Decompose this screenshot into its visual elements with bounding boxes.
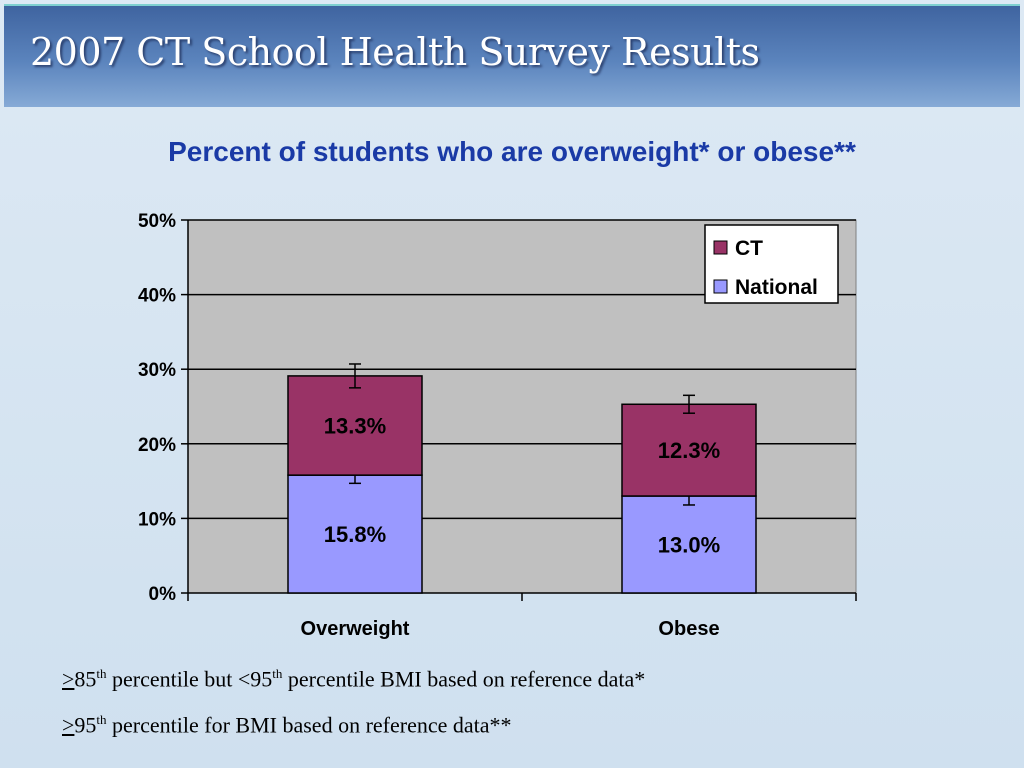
- legend-label-national: National: [735, 276, 818, 299]
- slide-title: 2007 CT School Health Survey Results: [30, 30, 760, 74]
- footnote-1-sup2: th: [272, 666, 283, 681]
- data-label-ct-overweight: 13.3%: [324, 414, 386, 439]
- data-label-national-overweight: 15.8%: [324, 522, 386, 547]
- footnote-1-prefix: >: [62, 666, 75, 692]
- y-tick-label: 0%: [149, 584, 177, 605]
- stacked-bar-chart: 0% 10% 20% 30% 40% 50% 15.8% 13.3% Overweight 13.…: [138, 211, 857, 640]
- data-label-national-obese: 13.0%: [658, 533, 720, 558]
- y-tick-label: 10%: [138, 509, 176, 530]
- footnote-1-text: percentile but <95: [106, 666, 273, 692]
- footnote-2-sup: th: [96, 712, 107, 727]
- footnote-overweight: >85th percentile but <95th percentile BM…: [62, 666, 645, 692]
- y-tick-label: 50%: [138, 211, 176, 232]
- footnote-2-prefix: >: [62, 712, 75, 738]
- footnote-1-sup: th: [96, 666, 107, 681]
- legend-swatch-national: [713, 279, 728, 294]
- y-tick-label: 40%: [138, 286, 176, 307]
- data-label-ct-obese: 12.3%: [658, 438, 720, 463]
- bar-national-obese: [621, 495, 757, 594]
- footnote-obese: >95th percentile for BMI based on refere…: [62, 712, 512, 738]
- legend-swatch-ct: [713, 240, 728, 255]
- bar-ct-obese: [621, 403, 757, 497]
- y-tick-label: 20%: [138, 435, 176, 456]
- y-tick-label: 30%: [138, 360, 176, 381]
- x-category-label: Obese: [658, 618, 719, 640]
- footnote-2-text: percentile for BMI based on reference da…: [106, 712, 512, 738]
- footnote-2-number: 95: [74, 712, 97, 738]
- title-bar: 2007 CT School Health Survey Results: [4, 4, 1020, 107]
- chart-title: Percent of students who are overweight* …: [168, 136, 856, 167]
- legend-label-ct: CT: [735, 237, 763, 260]
- footnote-1-number: 85: [74, 666, 97, 692]
- x-category-label: Overweight: [301, 618, 410, 640]
- footnote-1-text2: percentile BMI based on reference data*: [282, 666, 646, 692]
